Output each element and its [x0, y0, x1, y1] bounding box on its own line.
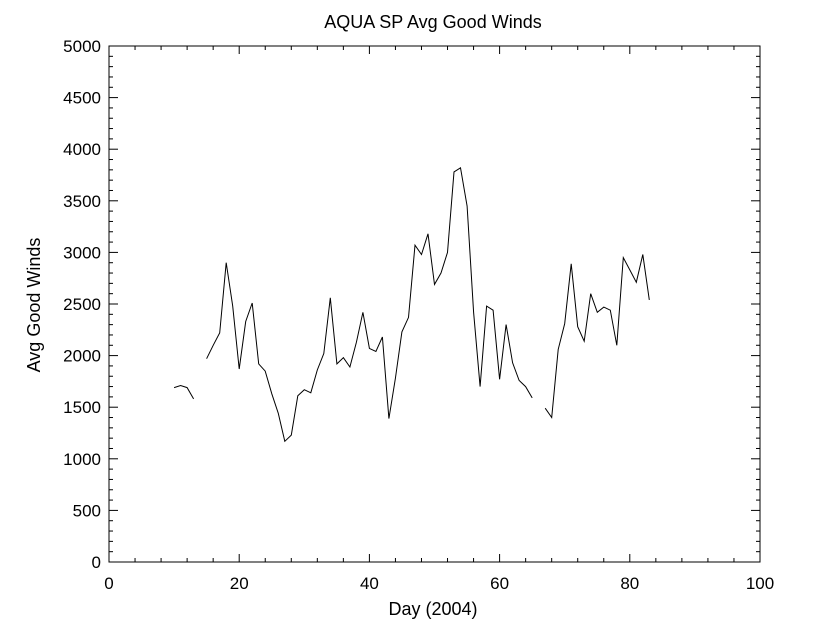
x-tick-label: 20 — [230, 574, 249, 593]
data-series — [173, 166, 650, 443]
series-line-segment — [173, 384, 195, 400]
axis-ticks: 0 20 40 60 80 1000500100015002000250030003500… — [63, 37, 774, 593]
y-tick-label: 1000 — [63, 450, 101, 469]
y-tick-label: 500 — [73, 501, 101, 520]
x-tick-label: 100 — [746, 574, 774, 593]
y-tick-label: 2500 — [63, 295, 101, 314]
x-tick-label: 0 — [104, 574, 113, 593]
chart-title: AQUA SP Avg Good Winds — [324, 12, 541, 32]
series-line-segment — [206, 166, 533, 443]
y-tick-label: 0 — [92, 553, 101, 572]
y-tick-label: 2000 — [63, 347, 101, 366]
y-tick-label: 3500 — [63, 192, 101, 211]
y-tick-label: 3000 — [63, 243, 101, 262]
x-tick-label: 60 — [490, 574, 509, 593]
y-tick-label: 5000 — [63, 37, 101, 56]
y-axis-label: Avg Good Winds — [24, 238, 44, 373]
y-tick-label: 4500 — [63, 89, 101, 108]
plot-area-frame — [108, 45, 761, 563]
y-tick-label: 1500 — [63, 398, 101, 417]
x-tick-label: 40 — [360, 574, 379, 593]
series-line-segment — [544, 254, 650, 419]
y-tick-label: 4000 — [63, 140, 101, 159]
x-tick-label: 80 — [620, 574, 639, 593]
x-axis-label: Day (2004) — [388, 599, 477, 619]
